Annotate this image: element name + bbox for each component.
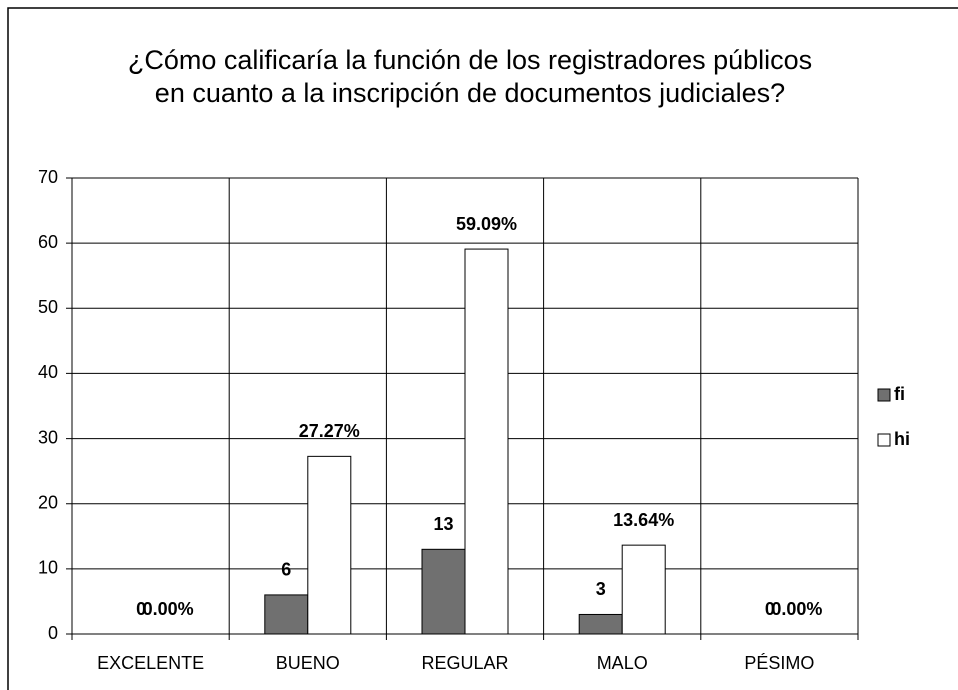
x-tick-label: MALO — [597, 653, 648, 673]
data-label: 0.00% — [143, 599, 194, 619]
y-tick-label: 30 — [38, 427, 58, 447]
x-tick-label: PÉSIMO — [744, 653, 814, 673]
data-label: 13 — [433, 514, 453, 534]
x-tick-label: EXCELENTE — [97, 653, 204, 673]
bar — [264, 594, 309, 635]
legend-swatch — [877, 433, 891, 447]
x-tick-label: REGULAR — [421, 653, 508, 673]
bar — [421, 548, 466, 635]
data-label: 0 — [765, 599, 775, 619]
chart-title: ¿Cómo calificaría la función de los regi… — [127, 45, 813, 108]
y-tick-label: 60 — [38, 232, 58, 252]
y-tick-label: 70 — [38, 167, 58, 187]
data-label: 3 — [596, 579, 606, 599]
frame — [7, 7, 958, 690]
legend-label: hi — [894, 429, 910, 449]
legend-swatch — [877, 388, 891, 402]
data-label: 59.09% — [456, 214, 517, 234]
bar — [307, 455, 352, 635]
x-tick-label: BUENO — [276, 653, 340, 673]
data-label: 27.27% — [299, 421, 360, 441]
data-label: 13.64% — [613, 510, 674, 530]
y-tick-label: 20 — [38, 492, 58, 512]
y-tick-label: 10 — [38, 558, 58, 578]
data-label: 0.00% — [771, 599, 822, 619]
y-tick-label: 40 — [38, 362, 58, 382]
bar — [621, 544, 666, 635]
bar — [464, 248, 509, 635]
bar — [578, 613, 623, 635]
y-tick-label: 50 — [38, 297, 58, 317]
legend-label: fi — [894, 384, 905, 404]
data-label: 6 — [281, 560, 291, 580]
y-tick-label: 0 — [48, 623, 58, 643]
data-label: 0 — [136, 599, 146, 619]
